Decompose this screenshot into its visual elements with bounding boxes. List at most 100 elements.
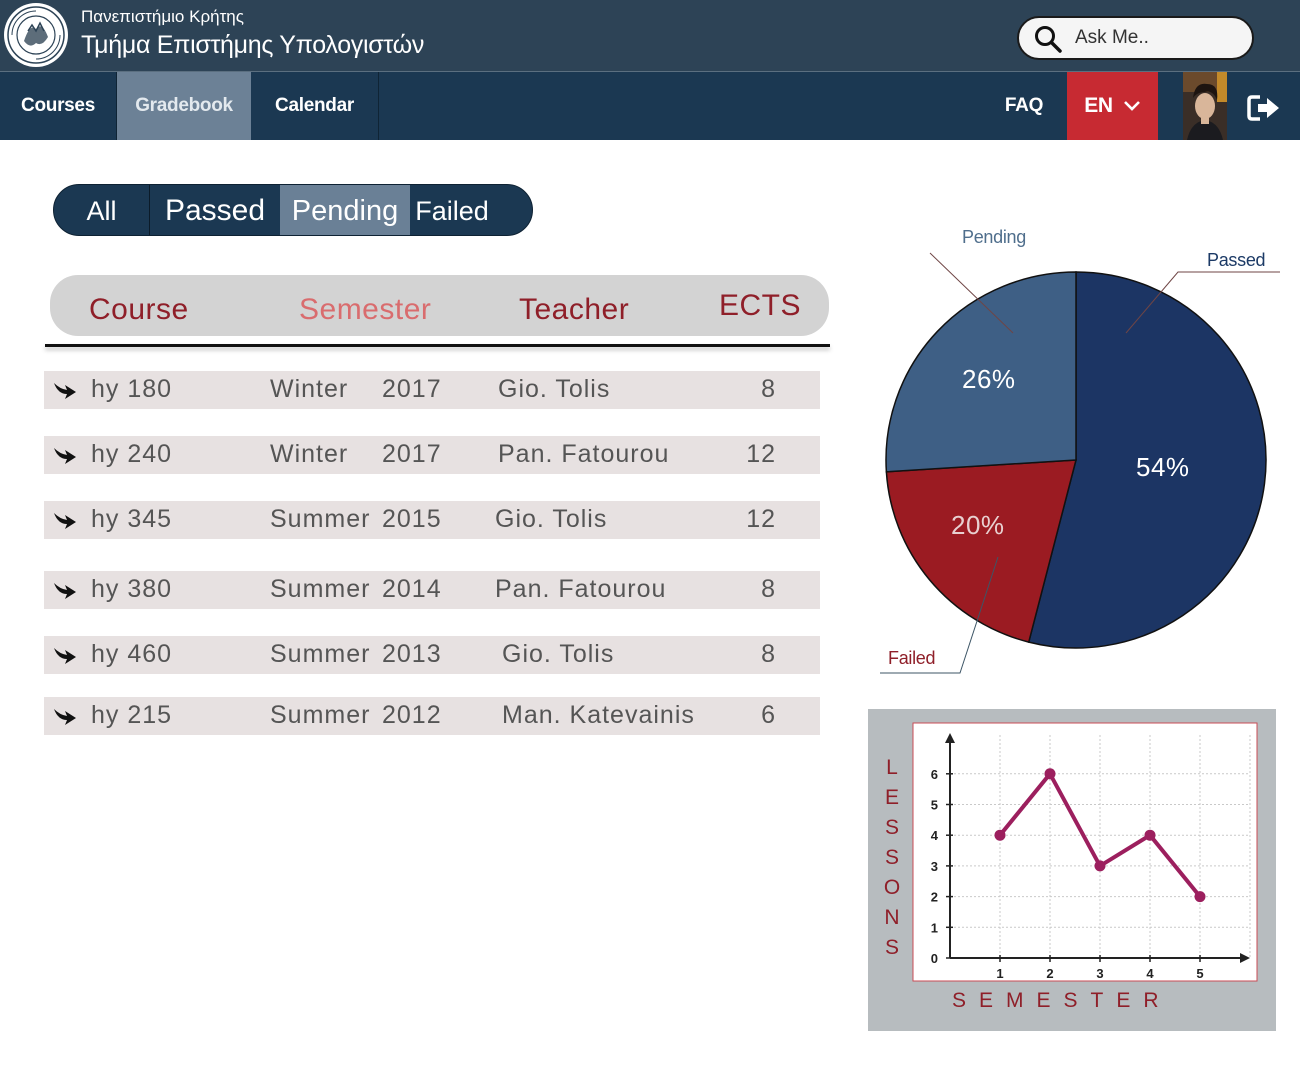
pie-slice-passed: [1027, 271, 1267, 649]
table-header: Course Semester Teacher ECTS: [50, 275, 829, 336]
cell-year: 2013: [382, 640, 442, 668]
table-row[interactable]: hy 380 Summer 2014 Pan. Fatourou 8: [44, 571, 820, 609]
search-input[interactable]: [1075, 26, 1245, 50]
data-point: [1194, 891, 1206, 903]
filter-all[interactable]: All: [54, 185, 150, 235]
pie-slice-pending: [885, 271, 1077, 473]
failed-leader-line: [880, 556, 999, 674]
cell-course: hy 345: [91, 505, 173, 533]
cell-ects: 12: [746, 505, 776, 533]
cell-season: Winter: [270, 375, 349, 403]
cell-season: Summer: [270, 640, 371, 668]
pie-pct-pending: 26%: [962, 364, 1016, 394]
avatar[interactable]: [1183, 72, 1227, 140]
nav-faq[interactable]: FAQ: [1004, 95, 1044, 116]
cell-teacher: Gio. Tolis: [502, 640, 615, 668]
cell-ects: 8: [761, 575, 776, 603]
passed-leader-line: [1125, 271, 1280, 334]
university-name: Πανεπιστήμιο Κρήτης: [81, 7, 244, 26]
y-axis-arrow: [945, 733, 955, 743]
line-chart-canvas: 1 2 3 4 5 0 1 2 3 4 5 6: [912, 722, 1258, 982]
university-seal-logo[interactable]: [2, 1, 70, 69]
cell-year: 2015: [382, 505, 442, 533]
top-header: Πανεπιστήμιο Κρήτης Τμήμα Επιστήμης Υπολ…: [0, 0, 1300, 72]
row-arrow-icon: [54, 583, 76, 599]
status-pie-chart: Pending Passed Failed 26% 54% 20%: [860, 220, 1300, 690]
cell-ects: 12: [746, 440, 776, 468]
y-tick-label: 2: [931, 890, 938, 905]
pie-pct-failed: 20%: [951, 510, 1005, 540]
row-arrow-icon: [54, 648, 76, 664]
cell-season: Summer: [270, 701, 371, 729]
y-tick-label: 4: [931, 828, 939, 843]
pie-legend-pending: Pending: [962, 227, 1026, 247]
column-header-ects[interactable]: ECTS: [719, 289, 802, 322]
table-row[interactable]: hy 345 Summer 2015 Gio. Tolis 12: [44, 501, 820, 539]
data-point: [1094, 860, 1106, 872]
x-axis-label: SEMESTER: [952, 989, 1172, 1012]
table-row[interactable]: hy 240 Winter 2017 Pan. Fatourou 12: [44, 436, 820, 474]
cell-teacher: Gio. Tolis: [498, 375, 611, 403]
chevron-down-icon: [1123, 101, 1140, 111]
cell-ects: 6: [761, 701, 776, 729]
column-header-course[interactable]: Course: [89, 293, 189, 326]
column-header-teacher[interactable]: Teacher: [519, 293, 630, 326]
x-axis-arrow: [1240, 953, 1250, 963]
table-row[interactable]: hy 180 Winter 2017 Gio. Tolis 8: [44, 371, 820, 409]
y-tick-label: 5: [931, 798, 938, 813]
pie-legend-passed: Passed: [1207, 250, 1266, 270]
header-divider: [45, 344, 830, 347]
pie-slice-failed: [885, 459, 1077, 644]
search-icon: [1035, 26, 1062, 53]
cell-course: hy 215: [91, 701, 173, 729]
data-point: [1144, 829, 1156, 841]
cell-teacher: Pan. Fatourou: [498, 440, 670, 468]
y-tick-label: 1: [931, 920, 938, 935]
cell-season: Summer: [270, 505, 371, 533]
language-label: EN: [1084, 94, 1113, 117]
pending-leader-line: [929, 252, 1014, 334]
cell-season: Winter: [270, 440, 349, 468]
data-point: [1044, 768, 1056, 780]
y-tick-label: 3: [931, 859, 938, 874]
cell-year: 2017: [382, 440, 442, 468]
y-tick-label: 6: [931, 767, 938, 782]
language-selector[interactable]: EN: [1067, 72, 1158, 140]
filter-passed[interactable]: Passed: [164, 194, 266, 227]
nav-calendar[interactable]: Calendar: [251, 72, 379, 140]
cell-teacher: Pan. Fatourou: [495, 575, 667, 603]
cell-ects: 8: [761, 375, 776, 403]
cell-course: hy 240: [91, 440, 173, 468]
nav-gradebook[interactable]: Gradebook: [117, 72, 251, 140]
table-row[interactable]: hy 215 Summer 2012 Man. Katevainis 6: [44, 697, 820, 735]
cell-course: hy 180: [91, 375, 173, 403]
plot-area: [912, 722, 1258, 982]
filter-failed[interactable]: Failed: [415, 195, 489, 226]
row-arrow-icon: [54, 709, 76, 725]
row-arrow-icon: [54, 513, 76, 529]
table-row[interactable]: hy 460 Summer 2013 Gio. Tolis 8: [44, 636, 820, 674]
x-tick-label: 1: [996, 966, 1003, 981]
x-tick-label: 5: [1196, 966, 1203, 981]
search-box[interactable]: [1017, 16, 1254, 60]
main-navbar: Courses Gradebook Calendar FAQ EN: [0, 72, 1300, 140]
pie-pct-passed: 54%: [1136, 452, 1190, 482]
data-point: [994, 829, 1006, 841]
logout-icon[interactable]: [1246, 94, 1282, 122]
cell-year: 2012: [382, 701, 442, 729]
pie-legend-failed: Failed: [888, 648, 936, 668]
x-tick-label: 2: [1046, 966, 1053, 981]
pie-canvas: [880, 252, 1280, 674]
nav-courses[interactable]: Courses: [0, 72, 117, 140]
y-tick-label: 0: [931, 951, 938, 966]
cell-season: Summer: [270, 575, 371, 603]
cell-teacher: Gio. Tolis: [495, 505, 608, 533]
row-arrow-icon: [54, 383, 76, 399]
column-header-semester[interactable]: Semester: [299, 293, 432, 326]
x-tick-label: 4: [1146, 966, 1154, 981]
filter-pending[interactable]: Pending: [280, 185, 410, 235]
status-filter: All Passed Pending Failed: [53, 184, 533, 236]
department-name: Τμήμα Επιστήμης Υπολογιστών: [81, 31, 425, 59]
